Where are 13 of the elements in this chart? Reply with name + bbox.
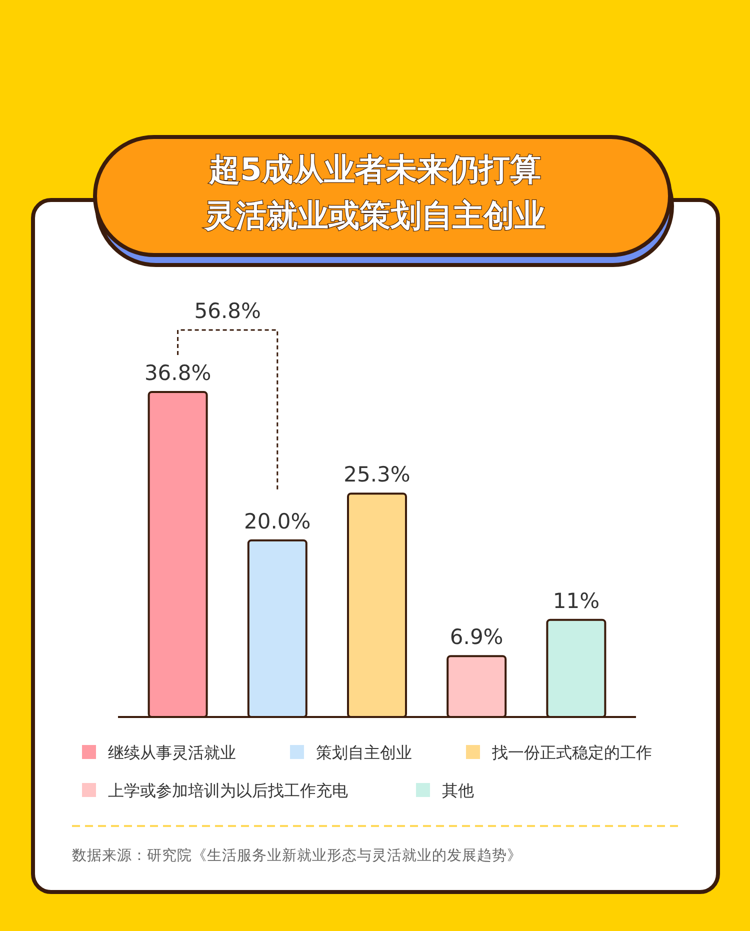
legend-label: 继续从事灵活就业 xyxy=(108,743,236,762)
legend-label: 其他 xyxy=(442,781,474,800)
data-label: 11% xyxy=(552,588,600,613)
text: 56.8% xyxy=(194,299,261,323)
data-label: 6.9% xyxy=(450,625,504,650)
source-note: 数据来源：研究院《生活服务业新就业形态与灵活就业的发展趋势》 xyxy=(72,847,522,864)
data-label: 25.3% xyxy=(344,462,410,487)
chart-title: 超5成从业者未来仍打算灵活就业或策划自主创业 xyxy=(202,152,546,234)
legend-label: 策划自主创业 xyxy=(316,743,412,762)
data-label: 36.8% xyxy=(144,361,212,385)
data-label: 20.0% xyxy=(244,509,311,534)
legend-label: 上学或参加培训为以后找工作充电 xyxy=(108,781,348,800)
legend-label: 找一份正式稳定的工作 xyxy=(491,743,652,762)
